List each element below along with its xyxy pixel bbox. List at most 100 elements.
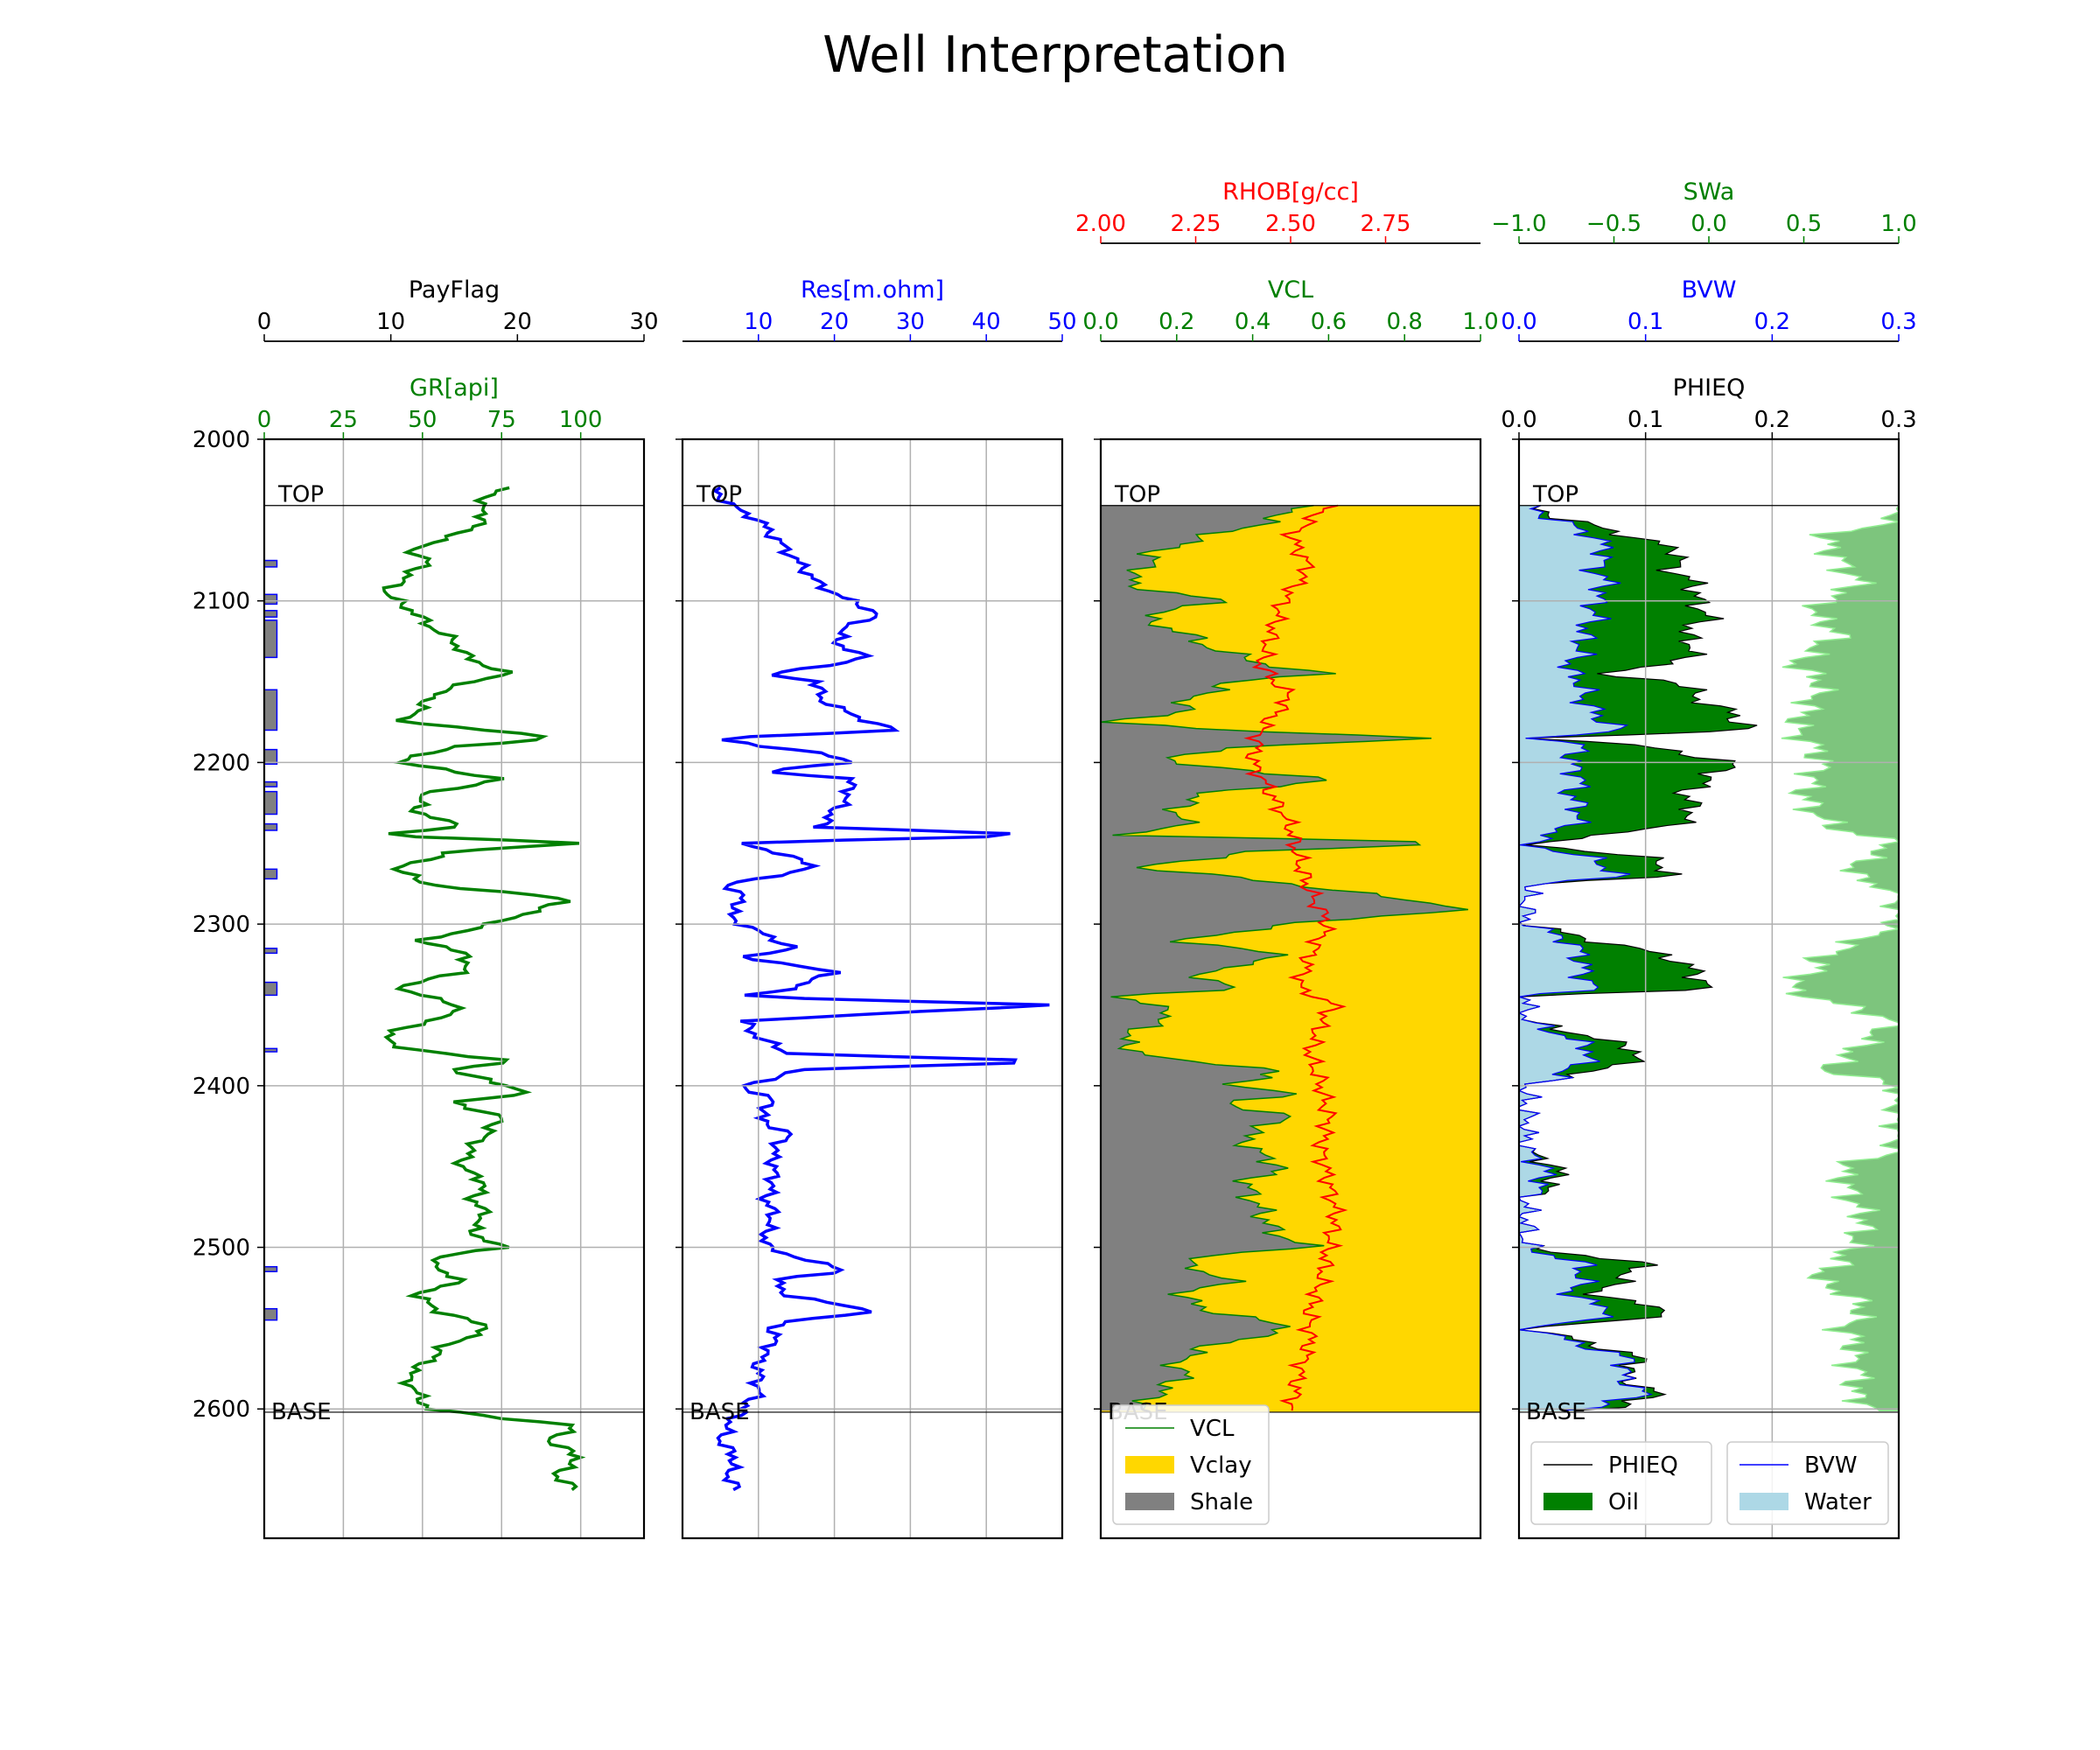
- plot-area: [1101, 504, 1480, 1412]
- payflag-bar: [264, 790, 278, 816]
- axis-tick-label: 75: [487, 407, 516, 433]
- axis-tick-label: 0.2: [1754, 309, 1790, 335]
- payflag-bar: [264, 610, 278, 618]
- axis-tick-label: 40: [972, 309, 1001, 335]
- plot-area: [1519, 504, 1899, 1411]
- marker-label-top: TOP: [696, 482, 742, 508]
- axis-tick-label: 2.50: [1265, 211, 1316, 237]
- track-1: TOP BASE 2000 2100 2200 2300 2400 2500 2600 0 25 50…: [192, 276, 659, 1540]
- legend-label-bvw: BVW: [1804, 1452, 1858, 1479]
- payflag-bar: [264, 748, 278, 766]
- axis-tick-label: 0.0: [1501, 309, 1536, 335]
- gr-curve: [382, 486, 586, 1491]
- legend-track3: VCL Vclay Shale: [1112, 1404, 1270, 1525]
- track-2: TOP BASE 10 20 30 40 50 Res[m.ohm]: [676, 276, 1077, 1540]
- depth-tick-label: 2200: [192, 750, 250, 776]
- axis-title: PayFlag: [409, 276, 500, 304]
- axis-tick-label: 0.2: [1754, 407, 1790, 433]
- axis-title: SWa: [1684, 178, 1735, 206]
- axis-tick-label: 20: [820, 309, 849, 335]
- legend-label-phieq: PHIEQ: [1608, 1452, 1678, 1479]
- marker-label-base: BASE: [1526, 1399, 1586, 1425]
- axis-tick-label: 0: [257, 309, 272, 335]
- marker-label-top: TOP: [277, 482, 324, 508]
- payflag-bar: [264, 593, 278, 606]
- axis-title: Res[m.ohm]: [801, 276, 944, 304]
- axis-tick-label: 0.2: [1158, 309, 1194, 335]
- marker-label-base: BASE: [690, 1399, 750, 1425]
- payflag-bar: [264, 559, 278, 568]
- axis-tick-label: 0.5: [1786, 211, 1822, 237]
- plot-area: [264, 486, 586, 1491]
- marker-label-top: TOP: [1532, 482, 1578, 508]
- payflag-bar: [264, 1307, 278, 1321]
- payflag-bar: [264, 780, 278, 788]
- payflag-bar: [264, 981, 278, 997]
- axis-tick-label: 0.1: [1628, 309, 1663, 335]
- depth-tick-label: 2100: [192, 589, 250, 615]
- axis-tick-label: 2.75: [1361, 211, 1411, 237]
- axis-tick-label: 0.3: [1880, 309, 1916, 335]
- axis-tick-label: 30: [896, 309, 925, 335]
- payflag-bar: [264, 822, 278, 831]
- bvw-line: [1519, 505, 1653, 1411]
- swa-fill: [1781, 504, 1899, 1411]
- axis-title: GR[api]: [410, 374, 499, 402]
- axis-tick-label: 1.0: [1462, 309, 1498, 335]
- track-frame: [681, 438, 1064, 1540]
- axis-tick-label: 50: [1047, 309, 1076, 335]
- shale-fill: [1101, 505, 1468, 1411]
- legend-swatch-vclay: [1125, 1456, 1174, 1474]
- axis-tick-label: 50: [408, 407, 437, 433]
- axis-tick-label: 0.3: [1880, 407, 1916, 433]
- legend-track4-right: BVW Water: [1726, 1441, 1889, 1525]
- axis-tick-label: 2.25: [1171, 211, 1222, 237]
- track-3: TOPBASE0.00.20.40.60.81.0VCL2.002.252.50…: [1075, 178, 1499, 1540]
- axis-tick-label: 0.6: [1311, 309, 1347, 335]
- payflag-bar: [264, 1047, 278, 1053]
- axis-tick-label: 1.0: [1880, 211, 1916, 237]
- legend-label-water: Water: [1804, 1489, 1872, 1516]
- axis-title: BVW: [1682, 276, 1737, 304]
- legend-swatch-water: [1740, 1493, 1788, 1510]
- axis-tick-label: −1.0: [1491, 211, 1546, 237]
- axis-tick-label: 25: [329, 407, 358, 433]
- payflag-bar: [264, 868, 278, 880]
- axis-tick-label: 0.0: [1082, 309, 1118, 335]
- track-frame: [1099, 438, 1482, 1540]
- axis-tick-label: 0.4: [1235, 309, 1270, 335]
- axis-tick-label: −0.5: [1586, 211, 1642, 237]
- axis-title: RHOB[g/cc]: [1222, 178, 1359, 206]
- vcl-curve: [1101, 504, 1469, 1411]
- legend-swatch-oil: [1544, 1493, 1592, 1510]
- phieq-line: [1519, 505, 1758, 1411]
- axis-tick-label: 2.00: [1075, 211, 1126, 237]
- axis-tick-label: 0.1: [1628, 407, 1663, 433]
- axis-title: VCL: [1268, 276, 1313, 304]
- axis-tick-label: 20: [503, 309, 532, 335]
- track-frame: [262, 438, 646, 1540]
- axis-tick-label: 30: [629, 309, 658, 335]
- figure-title: Well Interpretation: [822, 26, 1288, 84]
- plot-area: [711, 486, 1050, 1492]
- track-4: TOP BASE 0.0 0.1 0.2 0.3 PHIEQ 0.0 0.1 0.2 0.3 BVW −…: [1491, 178, 1917, 1540]
- axis-tick-label: 0: [257, 407, 272, 433]
- depth-tick-label: 2600: [192, 1396, 250, 1423]
- marker-label-base: BASE: [271, 1399, 332, 1425]
- water-fill: [1519, 505, 1651, 1411]
- depth-tick-label: 2400: [192, 1074, 250, 1100]
- marker-label-top: TOP: [1114, 482, 1160, 508]
- axis-title: PHIEQ: [1673, 374, 1746, 402]
- payflag-bar: [264, 620, 278, 659]
- payflag-bar: [264, 689, 278, 732]
- legend-label-vcl: VCL: [1190, 1416, 1235, 1442]
- axis-tick-label: 10: [376, 309, 405, 335]
- payflag-bar: [264, 948, 278, 955]
- depth-tick-label: 2300: [192, 912, 250, 938]
- axis-tick-label: 10: [744, 309, 773, 335]
- legend-swatch-shale: [1125, 1493, 1174, 1510]
- payflag-bar: [264, 1265, 278, 1272]
- axis-tick-label: 0.0: [1501, 407, 1536, 433]
- axis-tick-label: 100: [559, 407, 603, 433]
